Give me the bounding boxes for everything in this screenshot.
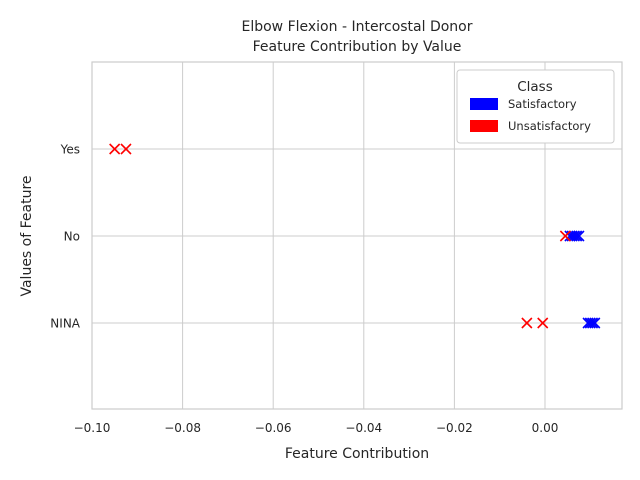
legend: Class Satisfactory Unsatisfactory — [456, 69, 615, 144]
y-tick-label: Yes — [60, 143, 80, 157]
data-point-satisfactory — [584, 317, 596, 329]
legend-label-unsatisfactory: Unsatisfactory — [508, 119, 591, 133]
x-axis-label: Feature Contribution — [285, 446, 429, 462]
data-point-unsatisfactory — [120, 143, 132, 155]
plot-area-frame — [91, 61, 623, 410]
y-tick-labels: NINA No Yes — [50, 143, 80, 331]
data-point-unsatisfactory — [521, 317, 533, 329]
marker-layer — [109, 143, 601, 329]
legend-swatch-unsatisfactory — [470, 120, 498, 132]
y-tick-label: No — [64, 230, 80, 244]
x-tick-label: 0.00 — [532, 421, 559, 435]
x-tick-label: −0.06 — [255, 421, 292, 435]
x-tick-label: −0.10 — [74, 421, 111, 435]
y-tick-label: NINA — [50, 317, 80, 331]
data-point-satisfactory — [571, 230, 583, 242]
legend-swatch-satisfactory — [470, 98, 498, 110]
x-tick-label: −0.04 — [345, 421, 382, 435]
legend-label-satisfactory: Satisfactory — [508, 97, 577, 111]
data-point-unsatisfactory — [109, 143, 121, 155]
data-point-satisfactory — [573, 230, 585, 242]
data-point-unsatisfactory — [537, 317, 549, 329]
chart-title-line-2: Feature Contribution by Value — [253, 39, 462, 55]
data-point-satisfactory — [589, 317, 601, 329]
x-tick-label: −0.02 — [436, 421, 473, 435]
data-point-satisfactory — [568, 230, 581, 242]
data-point-unsatisfactory — [559, 230, 571, 242]
x-tick-label: −0.08 — [164, 421, 201, 435]
data-point-satisfactory — [586, 317, 599, 329]
y-axis-label: Values of Feature — [19, 175, 35, 296]
legend-title: Class — [517, 79, 553, 95]
x-tick-labels: −0.10 −0.08 −0.06 −0.04 −0.02 0.00 — [74, 421, 559, 435]
chart-title-line-1: Elbow Flexion - Intercostal Donor — [241, 19, 472, 35]
